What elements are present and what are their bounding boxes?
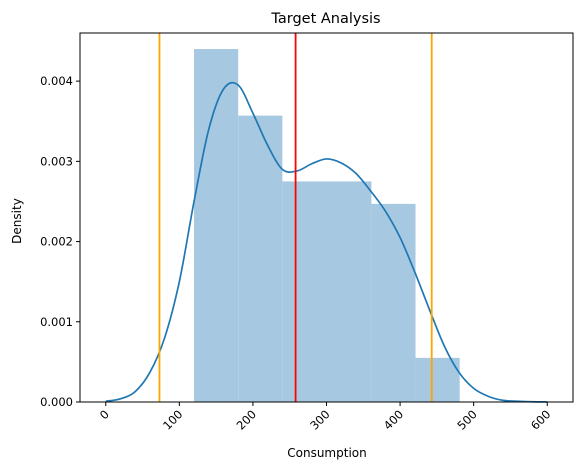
hist-bar-1 [194, 49, 239, 402]
y-tick-label: 0.003 [40, 154, 73, 168]
y-tick-label: 0.002 [40, 235, 73, 249]
x-tick-label: 600 [528, 407, 553, 432]
x-axis-ticks: 0 100 200 300 400 500 600 [97, 402, 553, 433]
hist-bar-4 [371, 203, 416, 402]
y-tick-label: 0.004 [40, 74, 73, 88]
x-tick-label: 0 [97, 407, 112, 422]
hist-bar-5 [415, 357, 460, 402]
x-tick-label: 500 [454, 407, 479, 432]
hist-bar-2 [238, 115, 283, 403]
hist-bar-3 [282, 181, 372, 402]
reference-lines [158, 33, 433, 402]
x-tick-label: 200 [234, 407, 259, 432]
histogram-bars [194, 49, 460, 403]
x-tick-label: 400 [381, 407, 406, 432]
x-axis-label: Consumption [287, 446, 366, 460]
kde-layer [105, 81, 548, 403]
y-axis-label: Density [10, 198, 24, 244]
chart-title: Target Analysis [270, 11, 380, 27]
x-tick-label: 300 [307, 407, 332, 432]
y-axis-ticks: 0.000 0.001 0.002 0.003 0.004 [40, 74, 80, 409]
y-tick-label: 0.001 [40, 315, 73, 329]
x-tick-label: 100 [160, 407, 185, 432]
kde-curve [105, 81, 548, 403]
y-tick-label: 0.000 [40, 395, 73, 409]
